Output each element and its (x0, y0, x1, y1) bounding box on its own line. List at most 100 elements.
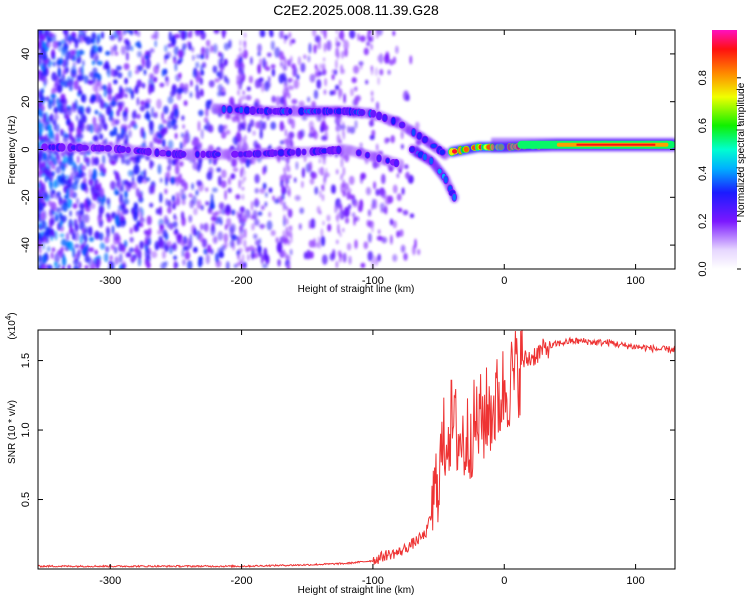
noise-cell (172, 118, 178, 124)
noise-cell (94, 230, 100, 240)
noise-cell (73, 231, 80, 242)
noise-cell (99, 133, 104, 140)
noise-cell (129, 30, 134, 36)
noise-cell (340, 30, 343, 39)
noise-cell (191, 46, 195, 53)
noise-cell (335, 169, 339, 175)
y-tick-label: -40 (20, 237, 32, 253)
noise-cell (97, 45, 103, 53)
noise-cell (174, 33, 181, 39)
noise-cell (120, 185, 125, 193)
snr-plot-area (38, 330, 675, 569)
noise-cell (254, 197, 259, 205)
noise-cell (50, 252, 54, 259)
carrier-band (491, 137, 675, 152)
noise-cell (120, 45, 126, 55)
noise-cell (367, 251, 374, 262)
noise-cell (285, 82, 289, 92)
noise-cell (203, 248, 208, 255)
noise-cell (375, 188, 381, 196)
noise-cell (339, 232, 342, 237)
feature-cell (385, 157, 391, 165)
noise-cell (48, 171, 54, 182)
noise-cell (53, 107, 58, 113)
noise-cell (212, 187, 218, 193)
noise-cell (192, 71, 198, 79)
feature-cell (159, 149, 167, 157)
noise-cell (217, 216, 223, 223)
noise-cell (264, 164, 267, 174)
noise-cell (79, 220, 85, 231)
noise-cell (342, 68, 345, 75)
noise-cell (59, 233, 65, 238)
noise-cell (174, 62, 178, 72)
noise-cell (125, 252, 132, 258)
noise-cell (400, 130, 404, 140)
snr-y-ticks: 0.5 1.0 1.5 (20, 353, 675, 507)
feature-cell (355, 149, 362, 157)
x-tick-label: -100 (362, 575, 384, 587)
noise-cell (209, 200, 215, 205)
noise-cell (231, 209, 236, 216)
noise-cell (323, 42, 327, 53)
noise-cell (138, 193, 142, 200)
noise-cell (147, 238, 152, 246)
snr-series-line (38, 330, 675, 569)
noise-cell (312, 30, 317, 37)
noise-cell (198, 260, 204, 266)
noise-cell (236, 253, 240, 260)
noise-cell (377, 55, 381, 62)
noise-cell (246, 95, 252, 101)
noise-cell (309, 73, 316, 83)
noise-cell (57, 222, 61, 231)
noise-cell (131, 181, 137, 190)
noise-cell (57, 263, 61, 269)
noise-cell (242, 90, 246, 95)
noise-cell (68, 122, 75, 133)
noise-cell (377, 253, 381, 262)
noise-cell (379, 68, 384, 76)
noise-cell (339, 206, 343, 211)
noise-cell (334, 204, 338, 214)
noise-cell (144, 99, 148, 109)
noise-cell (222, 124, 228, 130)
noise-cell (318, 190, 322, 198)
noise-cell (99, 81, 102, 92)
noise-cell (351, 212, 356, 218)
feature-cell (451, 192, 457, 202)
feature-cell (364, 151, 371, 159)
noise-cell (40, 211, 46, 220)
noise-cell (80, 171, 86, 178)
noise-cell (55, 212, 59, 222)
noise-cell (200, 47, 206, 57)
noise-cell (75, 114, 79, 122)
noise-cell (62, 155, 68, 164)
noise-cell (288, 255, 291, 262)
noise-cell (268, 30, 273, 37)
noise-cell (359, 61, 363, 70)
noise-cell (384, 137, 389, 144)
noise-cell (69, 218, 72, 228)
feature-cell (267, 108, 273, 115)
noise-cell (343, 93, 346, 104)
noise-cell (300, 62, 306, 73)
noise-cell (44, 96, 49, 102)
feature-cell (179, 150, 187, 158)
feature-cell (416, 131, 423, 141)
noise-cell (340, 183, 344, 194)
noise-cell (375, 101, 380, 111)
noise-cell (88, 257, 93, 267)
noise-cell (247, 253, 250, 261)
noise-cell (200, 69, 205, 76)
noise-cell (139, 105, 146, 112)
noise-cell (339, 139, 342, 144)
noise-cell (181, 199, 186, 206)
noise-cell (326, 214, 331, 222)
noise-cell (253, 140, 259, 149)
noise-cell (313, 89, 319, 100)
noise-cell (39, 49, 43, 60)
noise-cell (98, 232, 104, 241)
noise-cell (322, 155, 326, 165)
noise-cell (357, 204, 363, 213)
noise-cell (193, 207, 198, 216)
